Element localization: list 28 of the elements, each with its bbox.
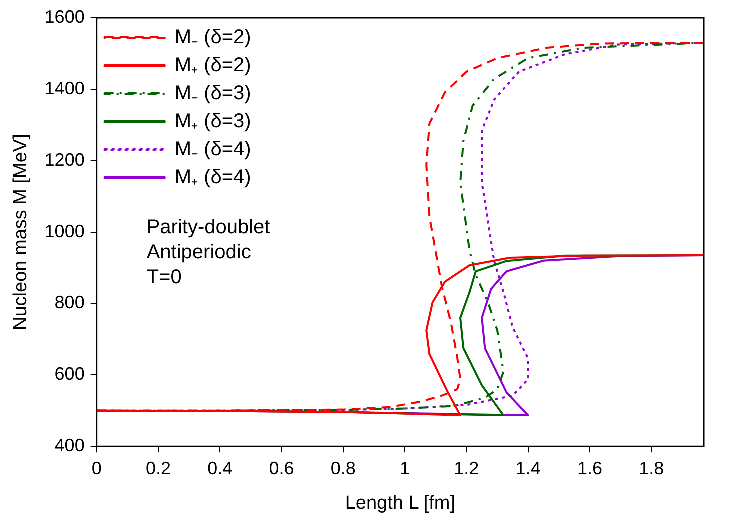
legend-label: M₊ (δ=3)	[174, 110, 252, 133]
y-tick-label: 1000	[44, 221, 85, 242]
legend-label: M₋ (δ=2)	[174, 26, 252, 49]
annotation: Parity-doublet	[146, 216, 271, 239]
y-tick-label: 1200	[44, 150, 85, 170]
y-axis-title: Nucleon mass M [MeV]	[10, 134, 32, 331]
x-tick-label: 0	[92, 458, 102, 478]
y-tick-label: 400	[54, 436, 85, 456]
y-tick-label: 800	[54, 292, 85, 313]
legend-label: M₋ (δ=3)	[174, 82, 252, 105]
legend-label: M₋ (δ=4)	[174, 138, 252, 161]
x-tick-label: 0.4	[208, 458, 233, 478]
x-axis-title: Length L [fm]	[345, 492, 456, 514]
legend-label: M₊ (δ=4)	[174, 166, 252, 189]
y-tick-label: 1600	[44, 6, 85, 27]
y-tick-label: 600	[54, 364, 85, 384]
x-tick-label: 1.4	[516, 458, 541, 478]
x-tick-label: 1.6	[577, 458, 602, 478]
x-tick-label: 1.2	[454, 458, 480, 478]
x-tick-label: 0.2	[146, 458, 171, 478]
x-tick-label: 0.6	[269, 458, 294, 478]
annotation: Antiperiodic	[146, 242, 252, 264]
legend-label: M₊ (δ=2)	[174, 54, 252, 77]
x-tick-label: 0.8	[330, 458, 356, 478]
annotation: T=0	[146, 266, 182, 289]
y-tick-label: 1400	[44, 78, 85, 98]
x-tick-label: 1.8	[639, 458, 664, 478]
x-tick-label: 1	[400, 458, 410, 478]
